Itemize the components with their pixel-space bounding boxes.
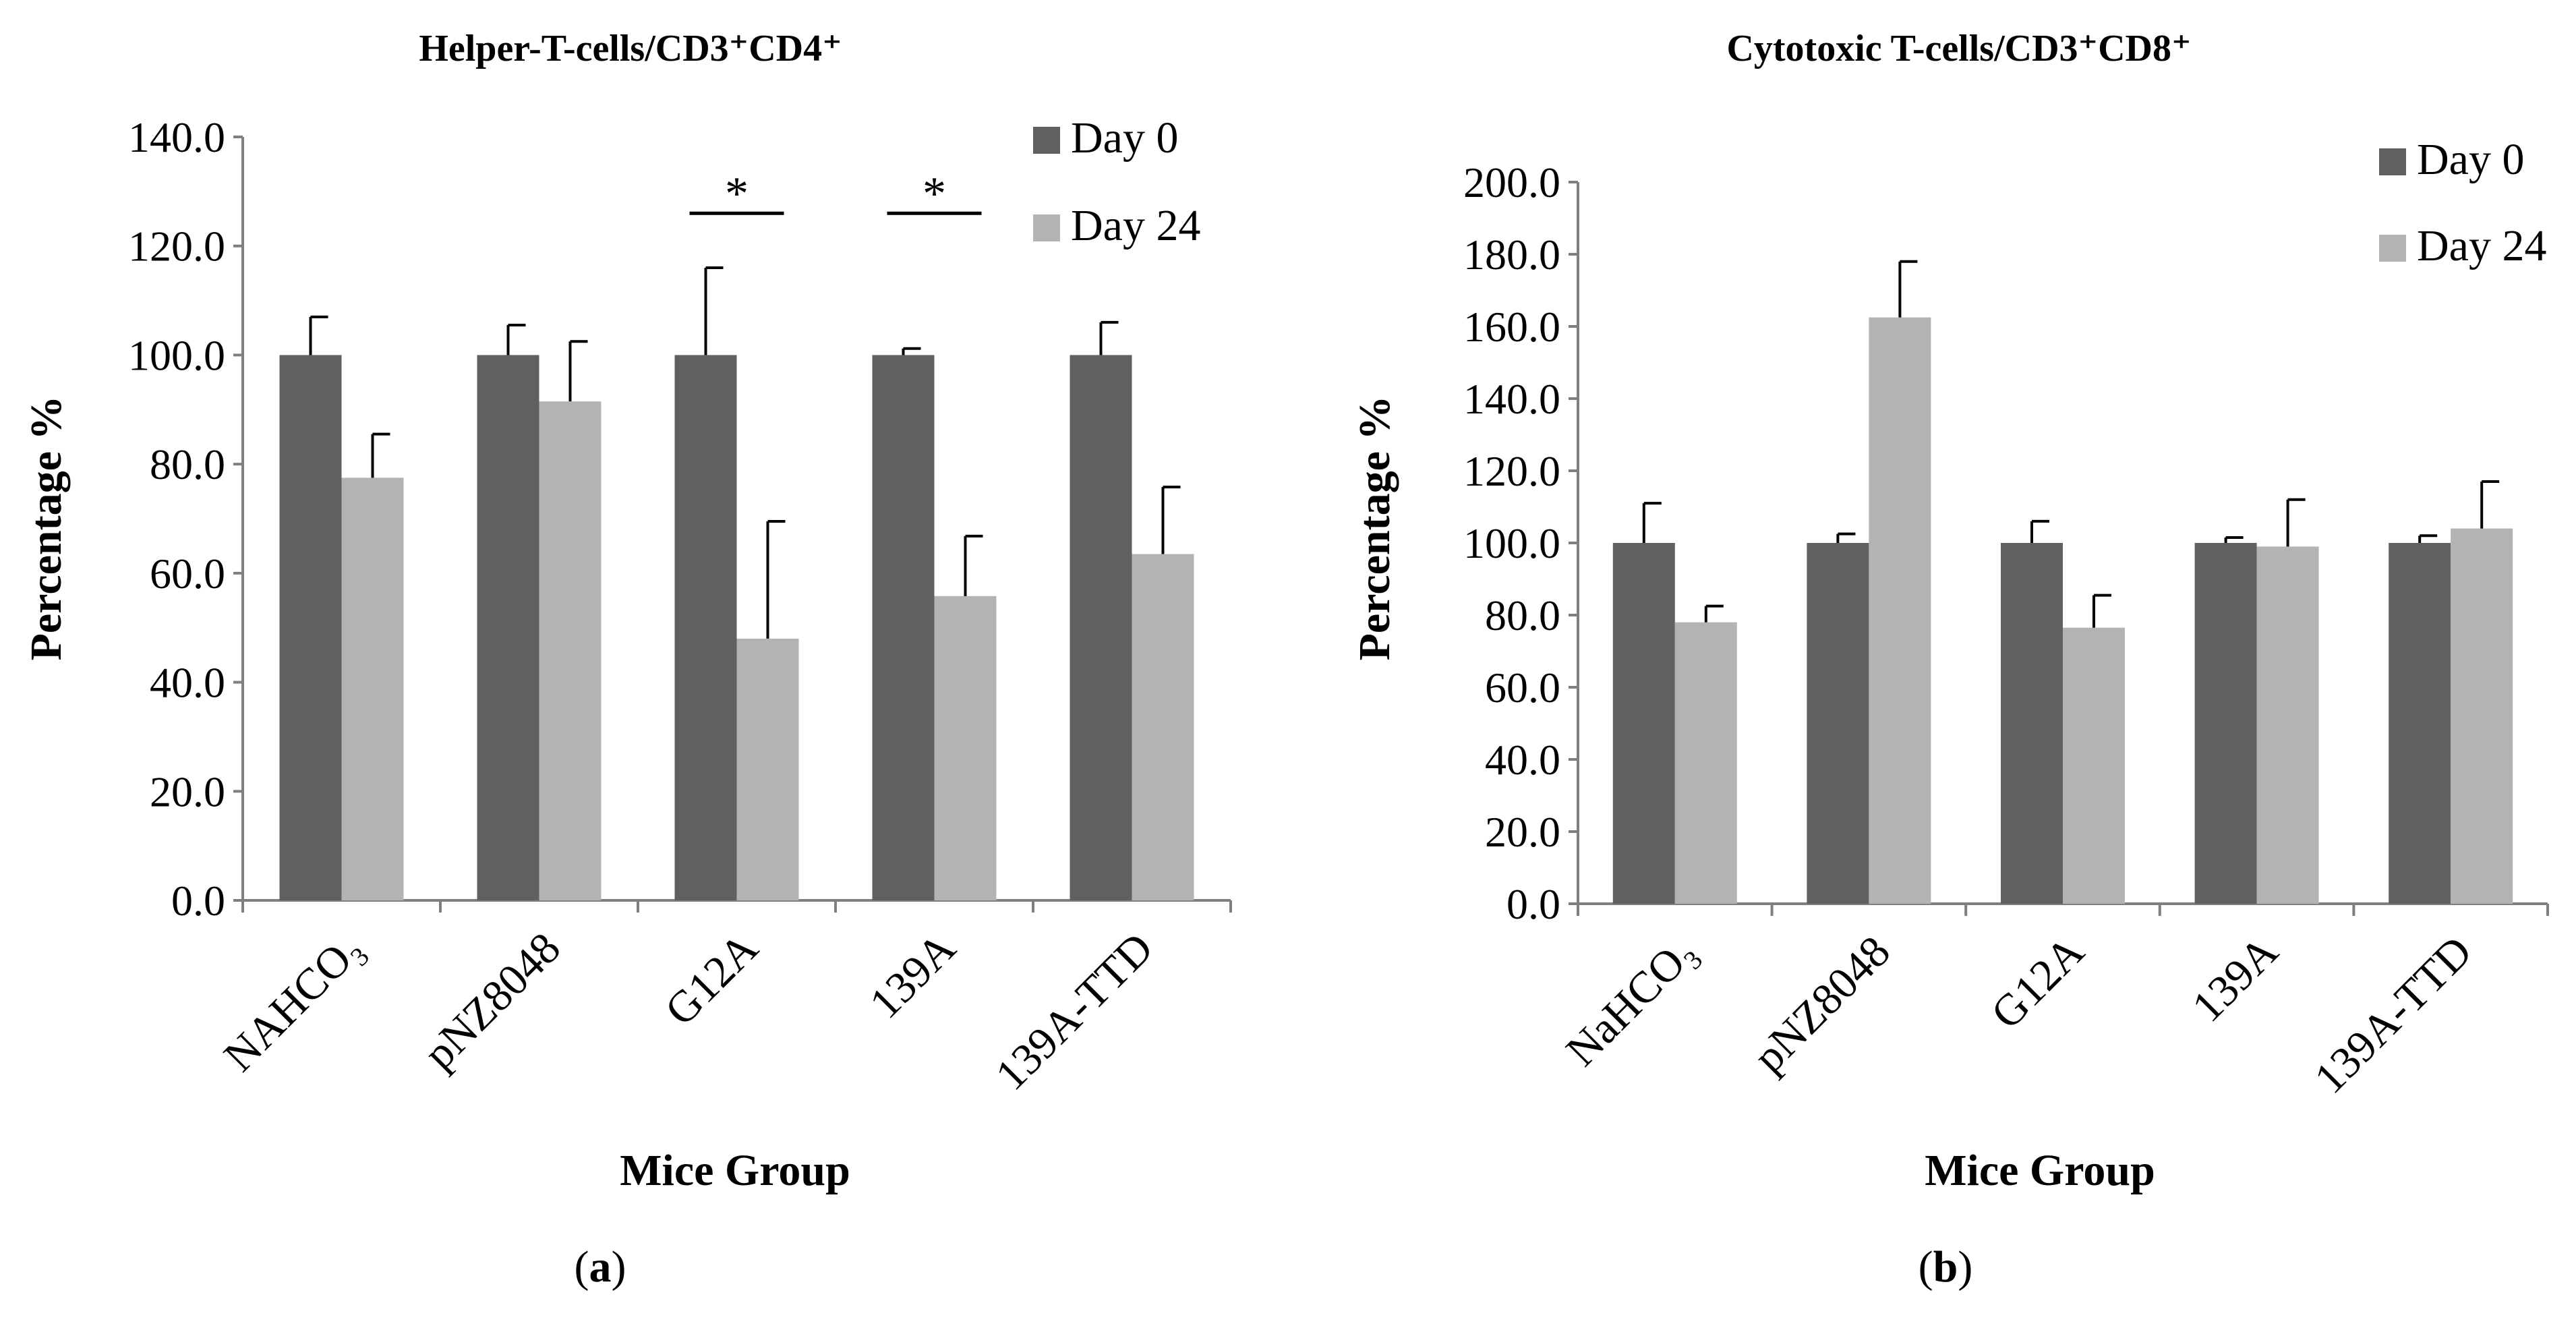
bar-day-0	[674, 355, 737, 900]
category-label: 139A-TTD	[2305, 927, 2482, 1103]
significance-star: *	[923, 168, 946, 220]
bar-day-24	[736, 638, 799, 900]
bar-day-24	[1674, 622, 1737, 904]
y-tick-label: 100.0	[128, 331, 225, 379]
chart-title: Cytotoxic T-cells/CD3⁺CD8⁺	[1726, 28, 2191, 69]
category-label: pNZ8048	[1745, 927, 1900, 1082]
legend-label: Day 0	[2417, 135, 2524, 184]
chart-panel-a: Helper-T-cells/CD3⁺CD4⁺ 0.0 20.0 40.0 60.0 80…	[22, 28, 1232, 1292]
bar-day-24	[2451, 528, 2513, 904]
significance-star: *	[725, 168, 749, 220]
bar-day-24	[934, 596, 997, 900]
y-tick-label: 200.0	[1463, 158, 1560, 206]
bar-day-24	[539, 401, 602, 900]
category-label: pNZ8048	[415, 923, 570, 1079]
legend-label: Day 24	[2417, 221, 2546, 270]
bar-day-0	[1612, 543, 1675, 904]
x-axis-title: Mice Group	[620, 1146, 850, 1195]
bar-day-24	[2256, 546, 2319, 904]
bar-day-0	[872, 355, 935, 900]
legend-swatch-day-24	[1033, 214, 1060, 241]
y-tick-label: 80.0	[150, 440, 225, 488]
y-tick-label: 140.0	[1463, 375, 1560, 423]
y-tick-label: 140.0	[128, 113, 225, 161]
y-tick-label: 0.0	[171, 877, 225, 925]
bar-day-24	[1869, 317, 1931, 904]
y-tick-label: 20.0	[1485, 808, 1560, 856]
legend-label: Day 24	[1071, 201, 1200, 250]
bar-day-24	[1132, 554, 1194, 900]
y-axis-title: Percentage %	[1350, 396, 1399, 661]
chart-panel-b: Cytotoxic T-cells/CD3⁺CD8⁺ 0.0 20.0 40.0 60.…	[1350, 28, 2549, 1292]
bar-day-24	[341, 478, 404, 900]
bar-day-24	[2063, 627, 2125, 904]
bar-day-0	[1070, 355, 1132, 900]
y-tick-label: 40.0	[150, 659, 225, 707]
y-tick-label: 100.0	[1463, 519, 1560, 567]
category-label: NaHCO₃	[1557, 927, 1706, 1076]
y-tick-label: 0.0	[1506, 880, 1560, 928]
category-label: NAHCO₃	[214, 923, 372, 1081]
y-tick-label: 40.0	[1485, 736, 1560, 784]
legend-label: Day 0	[1071, 113, 1178, 163]
legend-swatch-day-0	[2379, 148, 2406, 175]
category-label: G12A	[655, 923, 767, 1035]
panel-label: (a)	[575, 1242, 626, 1292]
category-label: 139A	[860, 923, 966, 1029]
y-tick-label: 80.0	[1485, 591, 1560, 639]
y-tick-label: 60.0	[1485, 664, 1560, 712]
y-tick-label: 20.0	[150, 768, 225, 815]
y-tick-label: 180.0	[1463, 231, 1560, 279]
y-tick-label: 120.0	[1463, 447, 1560, 495]
y-tick-label: 120.0	[128, 223, 225, 270]
legend-swatch-day-0	[1033, 127, 1060, 154]
bar-day-0	[477, 355, 539, 900]
panel-label: (b)	[1919, 1242, 1973, 1292]
bar-day-0	[1807, 543, 1869, 904]
chart-title: Helper-T-cells/CD3⁺CD4⁺	[419, 28, 842, 69]
x-axis-title: Mice Group	[1925, 1146, 2155, 1195]
y-tick-label: 60.0	[150, 550, 225, 598]
bar-day-0	[2001, 543, 2063, 904]
bar-day-0	[2194, 543, 2257, 904]
category-label: 139A	[2183, 927, 2288, 1032]
y-axis-title: Percentage %	[22, 396, 71, 661]
legend-swatch-day-24	[2379, 235, 2406, 262]
category-label: 139A-TTD	[987, 923, 1163, 1100]
category-label: G12A	[1982, 927, 2094, 1039]
y-tick-label: 160.0	[1463, 303, 1560, 351]
bar-day-0	[2389, 543, 2451, 904]
bar-day-0	[279, 355, 342, 900]
